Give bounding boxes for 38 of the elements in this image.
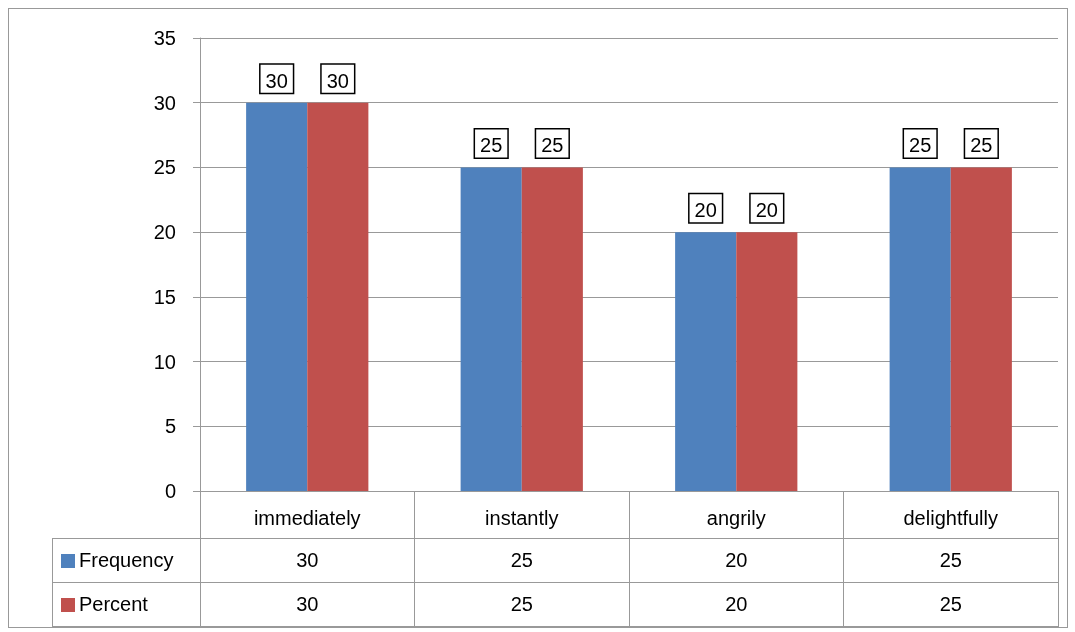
data-label: 25 [843,538,1058,582]
x-tick-label: instantly [485,507,559,529]
bar [889,167,951,491]
y-tick-label: 30 [153,91,176,114]
y-tick-label: 5 [164,415,176,438]
annotation: 30 [265,69,288,92]
bar [521,167,583,491]
data-label: 20 [629,538,844,582]
data-label: 30 [200,538,415,582]
annotation: 25 [480,134,503,157]
y-tick-label: 0 [164,480,176,502]
y-tick-label: 35 [153,27,176,49]
bar [950,167,1012,491]
y-tick-label: 25 [153,156,176,179]
data-label: 25 [414,538,629,582]
data-label: 25 [843,582,1058,626]
bar [246,102,308,491]
annotation: 25 [970,134,993,157]
legend-label: Frequency [52,538,200,582]
annotation: 20 [755,199,778,222]
x-tick-label: delightfully [903,507,999,529]
y-tick-label: 10 [153,350,176,373]
bar [675,232,737,491]
data-label: 25 [414,582,629,626]
y-tick-label: 20 [153,221,176,244]
annotation: 20 [694,199,717,222]
legend-label: Percent [52,582,200,626]
annotation: 25 [909,134,932,157]
x-tick-label: angrily [706,507,766,529]
bar [460,167,522,491]
data-label: 30 [200,582,415,626]
y-tick-label: 15 [153,285,176,308]
bar [736,232,798,491]
annotation: 25 [541,134,564,157]
annotation: 30 [326,69,349,92]
x-tick-label: immediately [253,507,361,529]
bar [307,102,369,491]
data-label: 20 [629,582,844,626]
